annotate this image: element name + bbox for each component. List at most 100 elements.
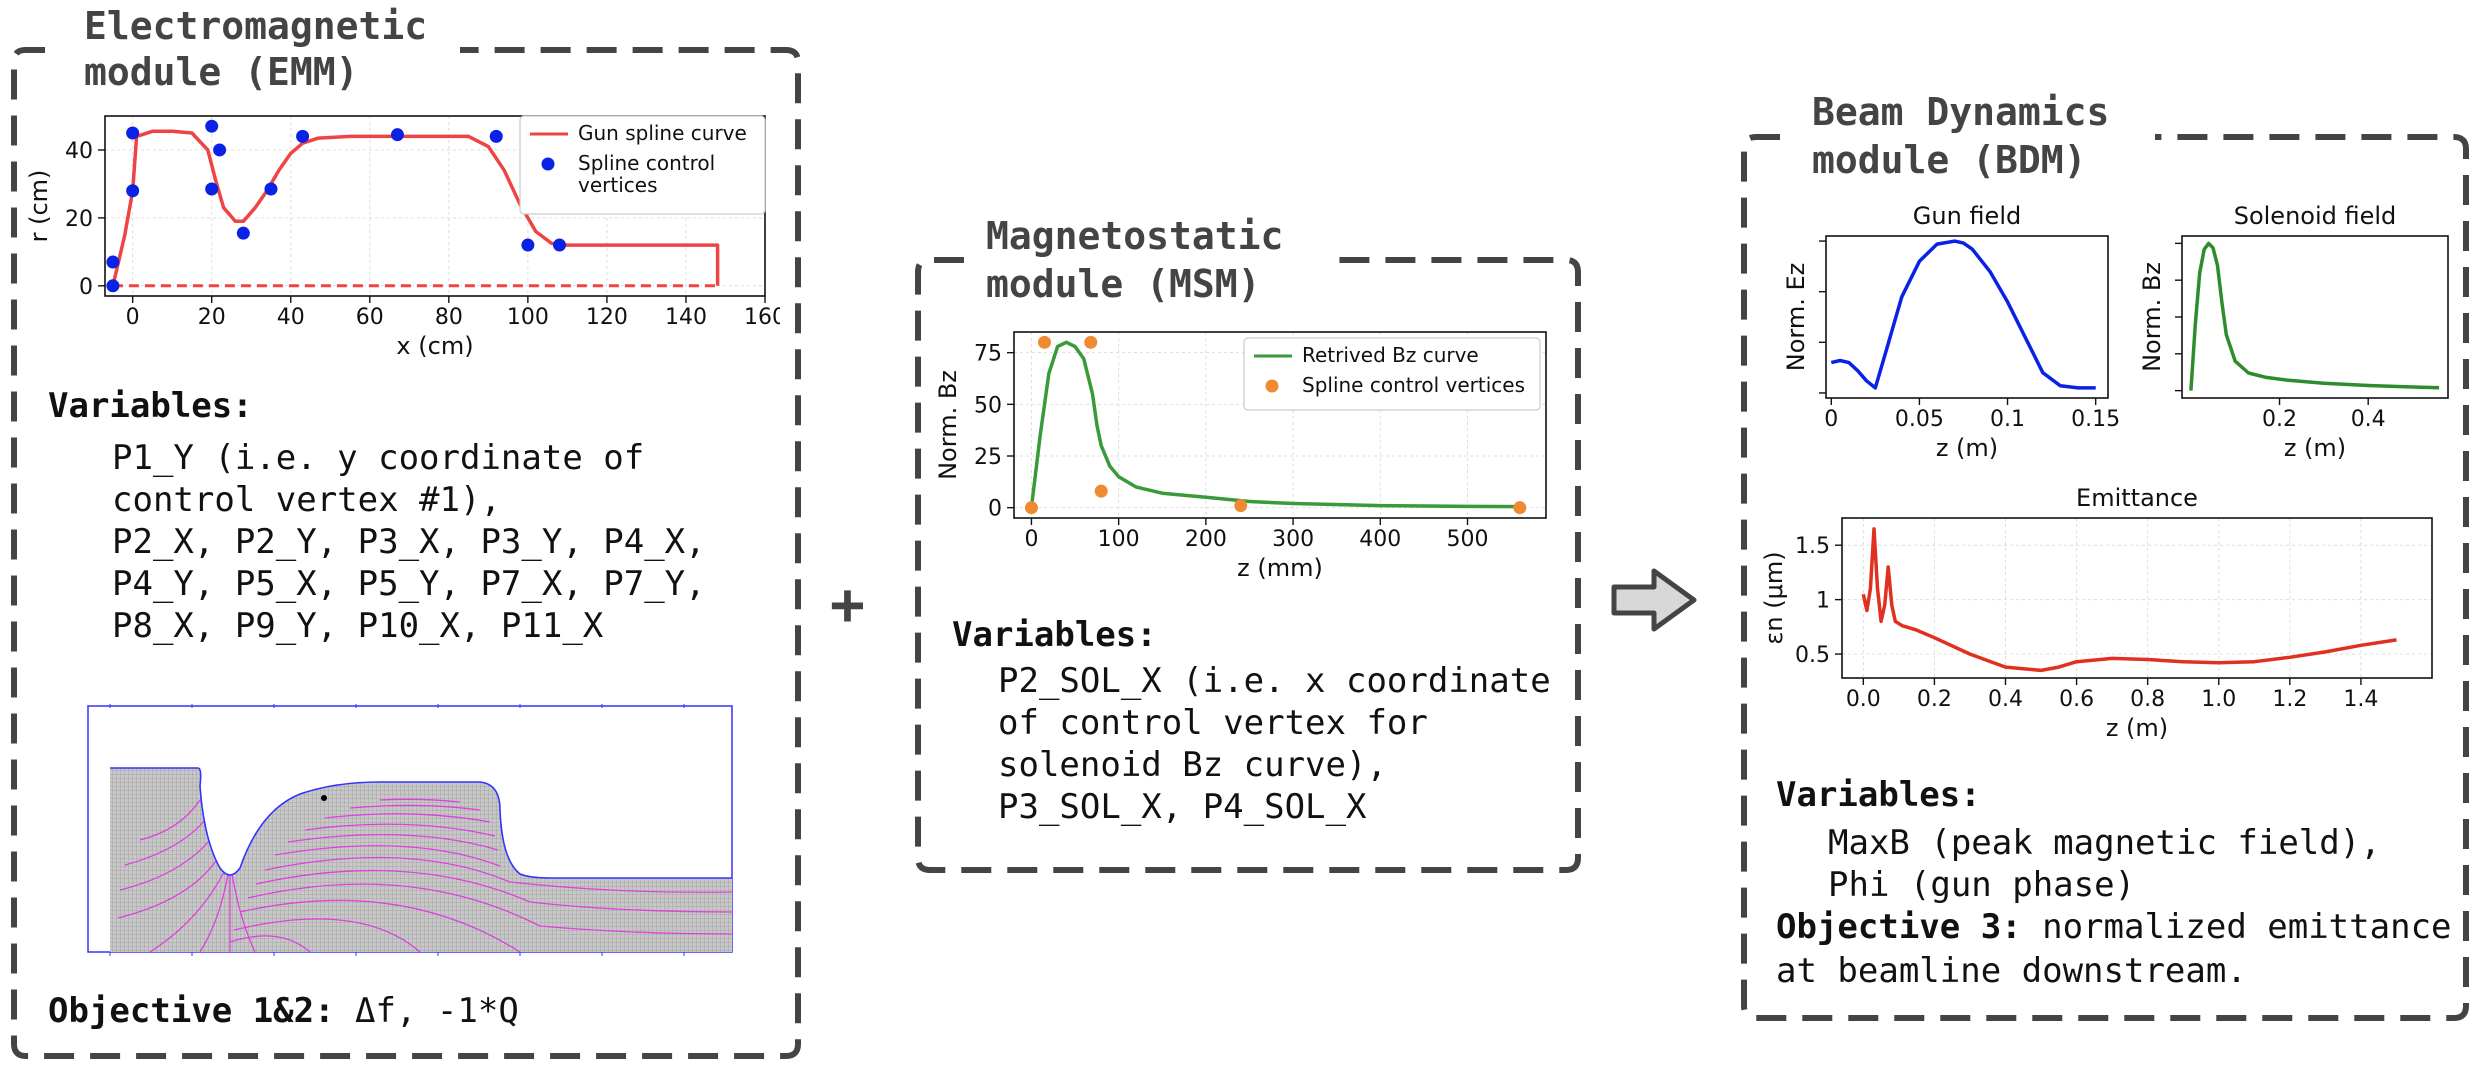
solenoid-bz-ytick-label-2: 50 (974, 393, 1002, 418)
gun-field-title: Gun field (1913, 202, 2021, 230)
emittance-xtick-label-1: 0.2 (1917, 687, 1952, 712)
msm-variables-line-3: solenoid Bz curve), (998, 745, 1387, 785)
bdm-variables-heading: Variables: (1776, 775, 1981, 815)
emittance-xlabel: z (m) (2106, 714, 2168, 742)
solenoid-bz-ytick-label-1: 25 (974, 445, 1002, 470)
emm-objective-label: Objective 1&2: (48, 991, 335, 1031)
solenoid-bz-legend-marker-1 (1265, 379, 1279, 393)
solenoid-bz-axes-frame (1013, 331, 1547, 519)
msm-title-line2: module (MSM) (986, 262, 1261, 306)
gun-geometry-xtick-label-2: 40 (277, 305, 305, 330)
emm-variables-line-1: P1_Y (i.e. y coordinate of (112, 438, 645, 478)
emm-title-line2: module (EMM) (84, 50, 359, 94)
gun-geometry-point-2-11 (489, 129, 503, 143)
gun-geometry-point-2-12 (521, 238, 535, 252)
solenoid-bz-legend-label-1-0: Spline control vertices (1302, 373, 1525, 397)
gun-geometry-legend-label-2-0: Spline control (578, 151, 715, 175)
bdm-variables-line-2: Phi (gun phase) (1828, 865, 2136, 905)
solenoid-bz-xtick-label-4: 400 (1359, 527, 1401, 552)
gun-geometry-point-2-1 (106, 255, 120, 269)
solenoid-bz-xtick-label-0: 0 (1024, 527, 1038, 552)
emittance-chart: Emittance 0.0 0.2 0.4 0.6 0.8 1.0 1.2 1.4 0.5 1 1.5… (1760, 484, 2433, 742)
bdm-frame (1741, 134, 2469, 1021)
msm-frame (915, 257, 1581, 873)
emm-variables-line-5: P8_X, P9_Y, P10_X, P11_X (112, 606, 604, 646)
solenoid-field-xlabel: z (m) (2284, 434, 2346, 462)
solenoid-bz-series-line-0 (1029, 340, 1520, 509)
gun-geometry-ytick-label-0: 0 (79, 275, 93, 300)
field-mesh-image (87, 704, 733, 956)
solenoid-bz-legend-label-0-0: Retrived Bz curve (1302, 343, 1479, 367)
gun-geometry-point-2-0 (106, 279, 120, 293)
gun-geometry-xtick-label-0: 0 (126, 305, 140, 330)
msm-variables-line-2: of control vertex for (998, 703, 1428, 743)
gun-field-xtick-label-0: 0 (1824, 407, 1838, 432)
solenoid-bz-xtick-label-3: 300 (1272, 527, 1314, 552)
gun-geometry-point-2-8 (264, 182, 278, 196)
emittance-ytick-label-1: 1 (1816, 589, 1830, 614)
gun-geometry-point-2-13 (552, 238, 566, 252)
solenoid-bz-ylabel: Norm. Bz (934, 370, 962, 480)
bdm-objective-text-1: normalized emittance (2021, 907, 2452, 947)
gun-geometry-xtick-label-1: 20 (198, 305, 226, 330)
emittance-xtick-label-0: 0.0 (1846, 687, 1881, 712)
solenoid-field-xtick-label-1: 0.4 (2351, 407, 2386, 432)
emittance-xtick-label-7: 1.4 (2343, 687, 2378, 712)
gun-field-chart: Gun field 0 0.05 0.1 0.15 z (m) Norm. Ez (1782, 202, 2120, 462)
gun-geometry-point-2-7 (236, 226, 250, 240)
solenoid-field-series-line-0 (2189, 241, 2440, 391)
gun-geometry-xtick-label-4: 80 (435, 305, 463, 330)
emittance-ylabel: εn (μm) (1760, 551, 1788, 644)
gun-geometry-legend-label-0-0: Gun spline curve (578, 121, 747, 145)
gun-field-series-line-0 (1830, 239, 2096, 390)
gun-field-xtick-label-1: 0.05 (1895, 407, 1944, 432)
solenoid-field-axes-frame (2181, 235, 2449, 399)
gun-geometry-xtick-label-5: 100 (507, 305, 549, 330)
bdm-objective-line1: Objective 3: normalized emittance (1776, 906, 2452, 948)
solenoid-bz-point-1-3 (1094, 484, 1108, 498)
emittance-axes-frame (1841, 517, 2433, 679)
gun-geometry-ytick-label-1: 20 (65, 207, 93, 232)
solenoid-field-title: Solenoid field (2234, 202, 2397, 230)
gun-geometry-xlabel: x (cm) (396, 332, 473, 360)
emm-objective: Objective 1&2: Δf, -1*Q (48, 990, 519, 1032)
emittance-title: Emittance (2076, 484, 2198, 512)
solenoid-field-chart: Solenoid field 0.2 0.4z (m) Norm. Bz (2138, 202, 2449, 462)
emittance-ytick-label-2: 1.5 (1795, 534, 1830, 559)
solenoid-bz-legend-box (1243, 337, 1541, 411)
plus-sign: + (830, 570, 865, 638)
solenoid-field-xtick-label-0: 0.2 (2262, 407, 2297, 432)
emm-title-line1: Electromagnetic (84, 4, 428, 48)
solenoid-bz-ytick-label-3: 75 (974, 342, 1002, 367)
solenoid-bz-point-1-4 (1234, 499, 1248, 513)
gun-geometry-series-line-0 (111, 129, 720, 287)
emm-variables-line-4: P4_Y, P5_X, P5_Y, P7_X, P7_Y, (112, 564, 706, 604)
right-arrow-icon (1611, 568, 1697, 632)
gun-geometry-xtick-label-7: 140 (665, 305, 707, 330)
gun-geometry-point-2-10 (390, 128, 404, 142)
gun-geometry-legend-marker-2 (541, 157, 555, 171)
gun-field-xlabel: z (m) (1936, 434, 1998, 462)
bdm-title-line1: Beam Dynamics (1812, 90, 2110, 134)
emm-variables-heading: Variables: (48, 386, 253, 426)
gun-geometry-ylabel: r (cm) (25, 170, 53, 243)
emm-variables-line-3: P2_X, P2_Y, P3_X, P3_Y, P4_X, (112, 522, 706, 562)
emittance-ytick-label-0: 0.5 (1795, 643, 1830, 668)
emittance-xtick-label-2: 0.4 (1988, 687, 2023, 712)
emm-frame (11, 47, 801, 1059)
solenoid-bz-xtick-label-5: 500 (1447, 527, 1489, 552)
gun-geometry-xtick-label-6: 120 (586, 305, 628, 330)
solenoid-bz-point-1-2 (1084, 335, 1098, 349)
solenoid-bz-point-1-1 (1038, 335, 1052, 349)
gun-geometry-point-2-3 (126, 126, 140, 140)
msm-variables-line-4: P3_SOL_X, P4_SOL_X (998, 787, 1367, 827)
bdm-title-line2: module (BDM) (1812, 138, 2087, 182)
solenoid-field-ylabel: Norm. Bz (2138, 262, 2166, 372)
bdm-variables-line-1: MaxB (peak magnetic field), (1828, 823, 2381, 863)
gun-geometry-point-2-2 (126, 184, 140, 198)
msm-variables-line-1: P2_SOL_X (i.e. x coordinate (998, 661, 1551, 701)
gun-field-xtick-label-3: 0.15 (2071, 407, 2120, 432)
emittance-xtick-label-5: 1.0 (2201, 687, 2236, 712)
emittance-xtick-label-3: 0.6 (2059, 687, 2094, 712)
